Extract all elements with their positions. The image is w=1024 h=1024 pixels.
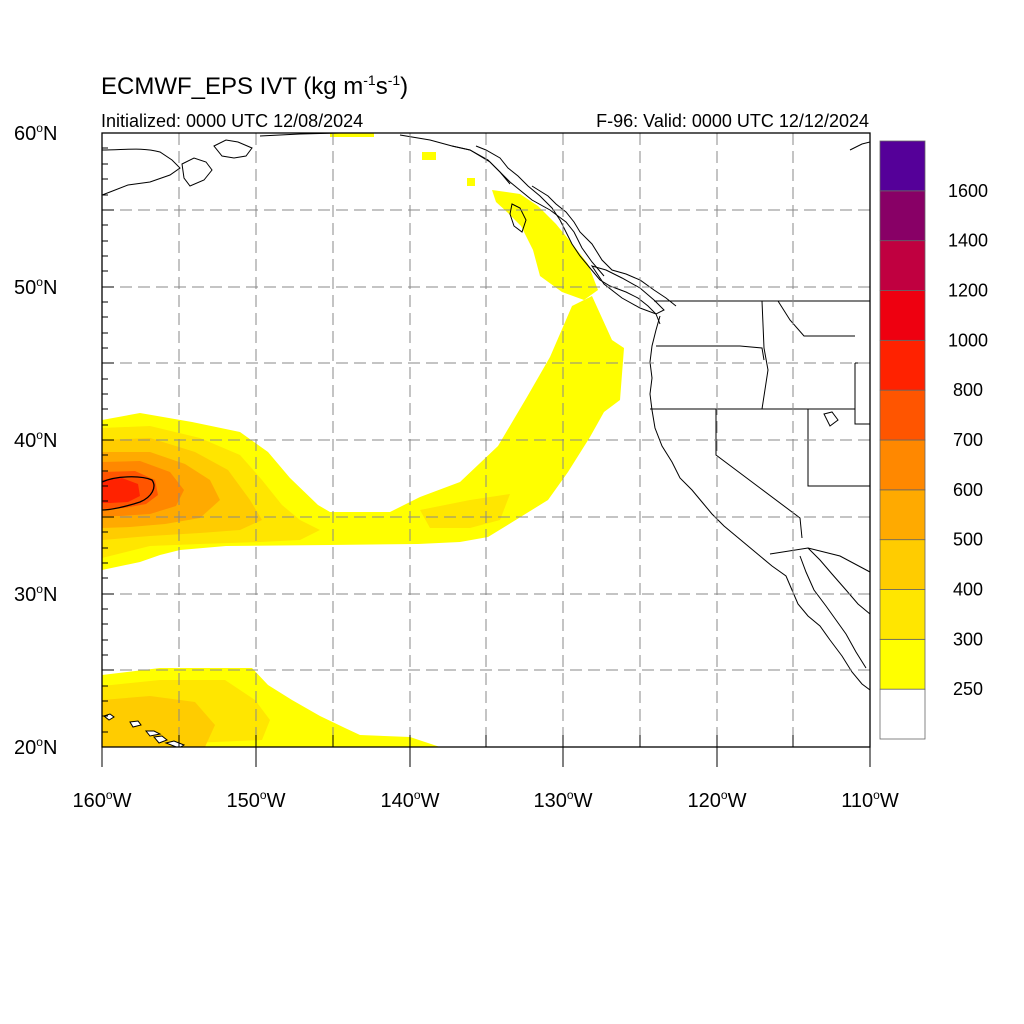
title-unit-s: s xyxy=(375,73,388,100)
south-alaska-coast xyxy=(259,133,511,185)
kenai-coast xyxy=(213,139,253,159)
colorbar-label-1200: 1200 xyxy=(948,281,988,301)
longitude-labels: 160oW 150oW 140oW 130oW 120oW 110oW xyxy=(73,788,899,812)
colorbar: 250 300 400 500 600 700 800 1000 1200 1400 1600 xyxy=(879,140,988,740)
ivt-250-patch-tiny xyxy=(467,178,475,186)
gridlines xyxy=(102,133,870,747)
lon-label-120: 120oW xyxy=(688,788,747,812)
title-text: ECMWF_EPS IVT (kg m xyxy=(101,73,364,100)
ivt-250-patch-small xyxy=(422,152,436,160)
colorbar-box-1 xyxy=(879,638,926,690)
valid-time-subtitle: F-96: Valid: 0000 UTC 12/12/2024 xyxy=(596,111,869,131)
lat-label-50: 50oN xyxy=(14,275,57,299)
init-time-subtitle: Initialized: 0000 UTC 12/08/2024 xyxy=(101,111,364,131)
axis-ticks xyxy=(101,132,871,767)
ivt-contour xyxy=(102,476,155,511)
bc-interior-coast xyxy=(531,185,677,307)
colorbar-box-0 xyxy=(879,688,926,740)
lon-label-160: 160oW xyxy=(73,788,132,812)
idaho-border xyxy=(761,300,769,410)
colorbar-box-7 xyxy=(879,339,926,391)
mt-border xyxy=(777,300,855,337)
colorbar-box-2 xyxy=(879,589,926,640)
lon-label-150: 150oW xyxy=(227,788,286,812)
ivt-400-south xyxy=(102,696,215,747)
wa-or-border xyxy=(656,345,765,361)
ivt-800-core xyxy=(102,478,140,503)
great-salt-lake xyxy=(823,411,839,427)
lat-label-20: 20oN xyxy=(14,735,57,759)
colorbar-label-700: 700 xyxy=(953,430,983,450)
coastlines xyxy=(102,133,870,691)
us-mexico-border xyxy=(769,547,870,573)
ivt-shading xyxy=(102,133,624,747)
colorbar-label-300: 300 xyxy=(953,629,983,649)
vancouver-island xyxy=(590,265,665,315)
baja-east-coast xyxy=(799,555,867,669)
colorbar-label-250: 250 xyxy=(953,679,983,699)
hudson-bay-edge xyxy=(849,141,870,151)
colorbar-label-500: 500 xyxy=(953,530,983,550)
ca-nv-border xyxy=(715,409,803,539)
alaska-peninsula xyxy=(102,148,181,196)
lat-label-30: 30oN xyxy=(14,582,57,606)
title-exponent-1: -1 xyxy=(363,72,376,88)
wy-border xyxy=(854,362,870,425)
ivt-250-bc-coast xyxy=(492,190,598,300)
kodiak-coast xyxy=(181,157,213,187)
colorbar-label-1600: 1600 xyxy=(948,181,988,201)
hawaii-islands xyxy=(102,713,186,747)
colorbar-box-10 xyxy=(879,190,926,242)
lat-label-60: 60oN xyxy=(14,121,57,145)
nv-ut-border xyxy=(807,409,870,487)
colorbar-label-600: 600 xyxy=(953,480,983,500)
colorbar-box-6 xyxy=(879,389,926,441)
lat-label-40: 40oN xyxy=(14,428,57,452)
colorbar-label-1000: 1000 xyxy=(948,330,988,350)
alaska-canada-border xyxy=(451,145,605,277)
colorbar-box-4 xyxy=(879,489,926,541)
haida-gwaii xyxy=(509,203,527,233)
lon-label-140: 140oW xyxy=(381,788,440,812)
colorbar-box-5 xyxy=(879,439,926,491)
latitude-labels: 60oN 50oN 40oN 30oN 20oN xyxy=(14,121,57,759)
title-exponent-2: -1 xyxy=(387,72,401,88)
colorbar-box-3 xyxy=(879,539,926,590)
lon-label-110: 110oW xyxy=(841,788,899,812)
lon-label-130: 130oW xyxy=(534,788,593,812)
map-title: ECMWF_EPS IVT (kg m-1s-1) xyxy=(101,72,408,101)
colorbar-label-1400: 1400 xyxy=(948,231,988,251)
ivt-300-east xyxy=(420,494,510,528)
colorbar-box-8 xyxy=(879,290,926,341)
colorbar-box-11 xyxy=(879,140,926,192)
panhandle-coast xyxy=(475,145,661,325)
colorbar-box-9 xyxy=(879,240,926,291)
mainland-mexico-coast xyxy=(807,547,870,615)
colorbar-label-800: 800 xyxy=(953,380,983,400)
us-west-coast xyxy=(649,315,870,691)
title-close: ) xyxy=(400,73,409,100)
ivt-250-patch-north xyxy=(330,133,374,137)
colorbar-label-400: 400 xyxy=(953,580,983,600)
